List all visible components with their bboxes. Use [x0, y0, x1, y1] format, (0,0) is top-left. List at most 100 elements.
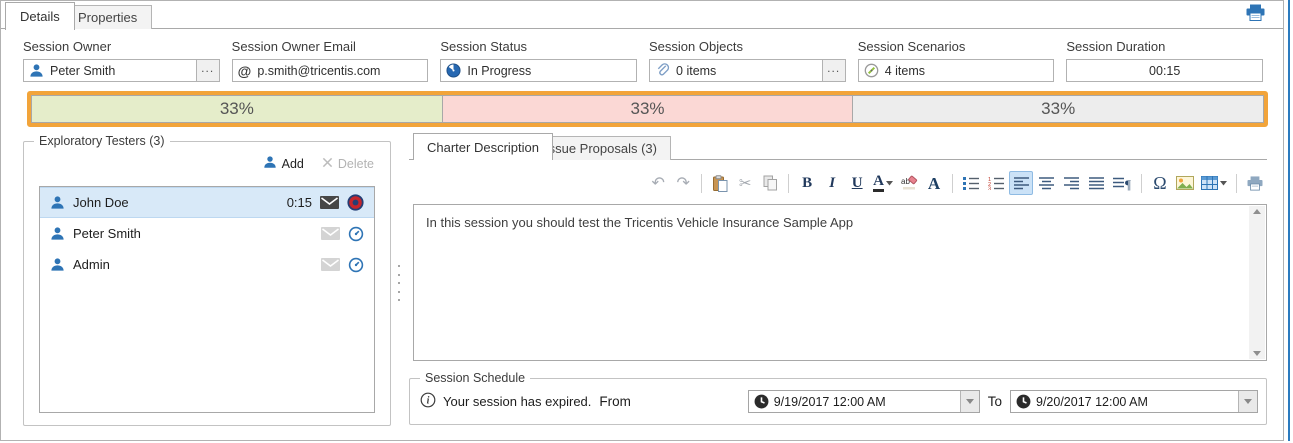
printer-icon	[1245, 4, 1266, 26]
delete-label: Delete	[337, 156, 374, 171]
image-button[interactable]	[1173, 171, 1197, 195]
paste-button[interactable]	[708, 171, 732, 195]
schedule-legend: Session Schedule	[420, 371, 531, 385]
scenario-icon	[864, 63, 879, 78]
field-value: 0 items	[676, 63, 717, 78]
field-label: Session Objects	[649, 39, 743, 54]
italic-icon: I	[829, 174, 836, 191]
symbol-button[interactable]: Ω	[1148, 171, 1172, 195]
undo-button[interactable]: ↶	[646, 171, 670, 195]
tester-name: Peter Smith	[73, 226, 141, 241]
record-icon[interactable]	[347, 194, 364, 211]
justify-button[interactable]	[1084, 171, 1108, 195]
font-button[interactable]: A	[922, 171, 946, 195]
highlight-button[interactable]: ab	[897, 171, 921, 195]
underline-button[interactable]: U	[845, 171, 869, 195]
status-progress-icon	[446, 63, 461, 78]
delete-tester-button[interactable]: Delete	[322, 157, 374, 171]
session-expired-message: i Your session has expired.	[420, 392, 591, 411]
bold-button[interactable]: B	[795, 171, 819, 195]
scroll-up-icon[interactable]	[1253, 209, 1261, 214]
bullet-list-button[interactable]	[959, 171, 983, 195]
field-label: Session Owner Email	[231, 39, 356, 54]
tab-properties[interactable]: Properties	[63, 5, 153, 29]
field-label: Session Owner	[23, 39, 112, 54]
editor-scrollbar[interactable]	[1249, 206, 1265, 359]
field-value-box[interactable]: 00:15	[1066, 59, 1264, 82]
copy-button[interactable]	[758, 171, 782, 195]
field-value-box[interactable]: Peter Smith	[23, 59, 197, 82]
svg-text:1: 1	[988, 177, 991, 183]
ellipsis-button[interactable]: ...	[196, 59, 220, 82]
scroll-down-icon[interactable]	[1253, 351, 1261, 356]
schedule-from-picker[interactable]: 9/19/2017 12:00 AM	[747, 390, 980, 413]
field-value-box[interactable]: @ p.smith@tricentis.com	[231, 59, 429, 82]
progress-segment: 33%	[852, 95, 1265, 123]
field-session-duration: Session Duration 00:15	[1066, 39, 1264, 82]
cut-button[interactable]: ✂	[733, 171, 757, 195]
add-label: Add	[281, 156, 304, 171]
toolbar-separator	[1236, 173, 1237, 193]
field-value-box[interactable]: 0 items	[649, 59, 823, 82]
paperclip-icon	[655, 63, 670, 78]
cut-icon: ✂	[738, 173, 752, 192]
bold-icon: B	[802, 174, 813, 191]
panel-splitter-handle[interactable]	[397, 265, 401, 301]
print-button[interactable]	[1243, 171, 1267, 195]
align-right-button[interactable]	[1059, 171, 1083, 195]
field-session-scenarios: Session Scenarios 4 items	[857, 39, 1055, 82]
highlight-icon: ab	[900, 175, 918, 191]
field-value-box[interactable]: 4 items	[857, 59, 1055, 82]
field-label: Session Status	[440, 39, 528, 54]
chevron-down-icon	[886, 180, 893, 186]
redo-button[interactable]: ↷	[671, 171, 695, 195]
exploratory-testers-group: Exploratory Testers (3) Add Delete John …	[23, 134, 391, 426]
testers-actions: Add Delete	[263, 155, 374, 172]
print-icon	[1246, 175, 1264, 191]
field-session-owner-email: Session Owner Email @ p.smith@tricentis.co…	[231, 39, 429, 82]
tester-list: John Doe 0:15 Peter Smith Admin	[39, 186, 375, 413]
mail-inactive-icon[interactable]	[321, 227, 340, 240]
charter-description-editor[interactable]: In this session you should test the Tric…	[413, 204, 1267, 361]
italic-button[interactable]: I	[820, 171, 844, 195]
dropdown-button[interactable]	[1238, 391, 1257, 412]
paragraph-button[interactable]: ¶	[1109, 171, 1135, 195]
expired-text: Your session has expired.	[443, 394, 592, 409]
session-progress-bar: 33% 33% 33%	[27, 91, 1268, 127]
field-value: In Progress	[467, 63, 532, 78]
at-icon: @	[237, 62, 252, 79]
tab-charter-description[interactable]: Charter Description	[413, 133, 553, 160]
dropdown-button[interactable]	[959, 391, 979, 412]
add-tester-button[interactable]: Add	[263, 155, 304, 172]
schedule-to-picker[interactable]: 9/20/2017 12:00 AM	[1010, 390, 1258, 413]
mail-active-icon[interactable]	[320, 196, 339, 209]
align-center-icon	[1038, 176, 1055, 190]
tester-row[interactable]: Peter Smith	[40, 218, 374, 249]
tab-details[interactable]: Details	[5, 2, 75, 30]
font-color-icon: A	[873, 174, 884, 192]
tester-row[interactable]: John Doe 0:15	[40, 187, 374, 218]
ellipsis-button[interactable]: ...	[822, 59, 846, 82]
field-session-objects: Session Objects 0 items...	[649, 39, 846, 82]
symbol-icon: Ω	[1153, 173, 1167, 193]
mail-inactive-icon[interactable]	[321, 258, 340, 271]
field-value-box[interactable]: In Progress	[440, 59, 638, 82]
timer-icon[interactable]	[348, 226, 364, 242]
table-button[interactable]	[1198, 171, 1230, 195]
timer-icon[interactable]	[348, 257, 364, 273]
toolbar-separator	[701, 173, 703, 193]
tester-row[interactable]: Admin	[40, 249, 374, 280]
font-color-button[interactable]: A	[870, 171, 896, 195]
align-left-button[interactable]	[1009, 171, 1033, 195]
align-center-button[interactable]	[1034, 171, 1058, 195]
print-button[interactable]	[1243, 4, 1267, 26]
svg-text:¶: ¶	[1125, 177, 1131, 191]
from-label: From	[599, 394, 631, 409]
charter-tab-strip	[409, 159, 1267, 160]
field-label: Session Scenarios	[857, 39, 966, 54]
paste-icon	[712, 174, 728, 192]
